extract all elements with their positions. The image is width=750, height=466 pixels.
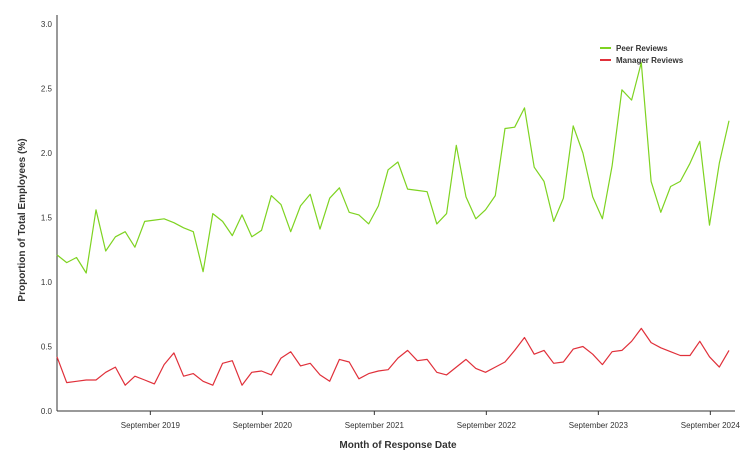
chart-axes bbox=[56, 15, 735, 412]
y-tick-label: 1.0 bbox=[41, 278, 53, 287]
y-tick-label: 0.5 bbox=[41, 343, 53, 352]
series-line-manager-reviews bbox=[56, 327, 730, 386]
y-tick-group: 0.0 0.5 1.0 1.5 2.0 2.5 3.0 bbox=[41, 20, 53, 416]
x-tick-label: September 2021 bbox=[345, 421, 405, 430]
y-tick-label: 0.0 bbox=[41, 407, 53, 416]
legend-label-manager-reviews: Manager Reviews bbox=[616, 56, 684, 65]
legend-label-peer-reviews: Peer Reviews bbox=[616, 44, 668, 53]
x-tick-label: September 2023 bbox=[569, 421, 629, 430]
y-tick-label: 1.5 bbox=[41, 214, 53, 223]
series-line-peer-reviews bbox=[56, 62, 730, 274]
x-tick-label: September 2024 bbox=[681, 421, 741, 430]
y-tick-label: 2.0 bbox=[41, 149, 53, 158]
x-tick-label: September 2020 bbox=[233, 421, 293, 430]
x-tick-label: September 2019 bbox=[121, 421, 181, 430]
x-axis-label: Month of Response Date bbox=[339, 440, 457, 451]
x-tick-group: September 2019 September 2020 September 20… bbox=[121, 411, 741, 430]
legend: Peer Reviews Manager Reviews bbox=[600, 44, 684, 65]
y-tick-label: 2.5 bbox=[41, 85, 53, 94]
x-tick-label: September 2022 bbox=[457, 421, 517, 430]
series-group bbox=[56, 62, 730, 386]
y-tick-label: 3.0 bbox=[41, 20, 53, 29]
y-axis-label: Proportion of Total Employees (%) bbox=[17, 138, 28, 301]
